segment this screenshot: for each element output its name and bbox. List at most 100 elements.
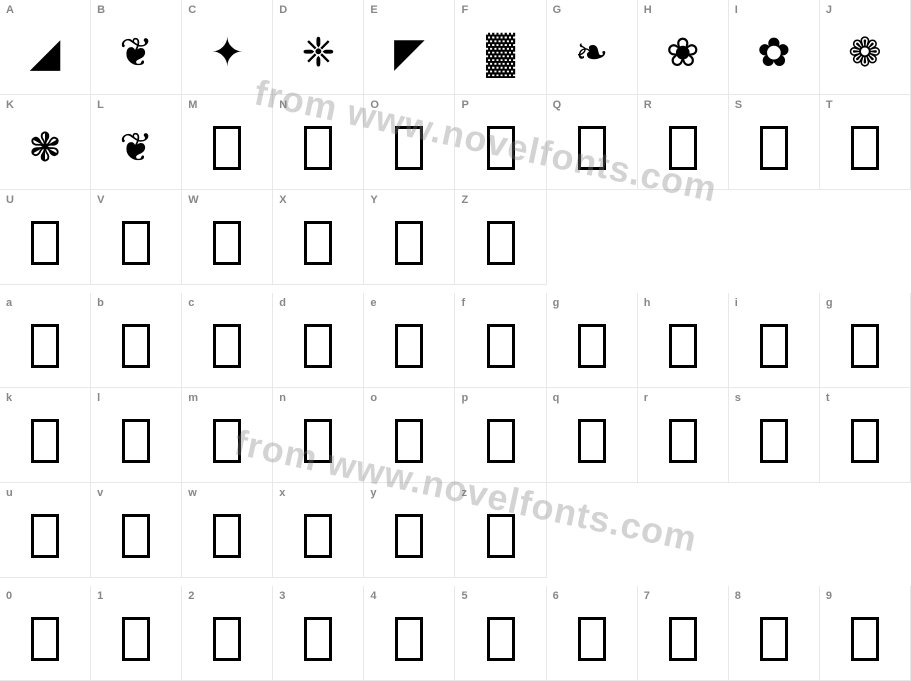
- glyph-cell[interactable]: X: [273, 190, 364, 285]
- glyph-cell[interactable]: 2: [182, 586, 273, 681]
- glyph-cell[interactable]: v: [91, 483, 182, 578]
- glyph-cell[interactable]: 3: [273, 586, 364, 681]
- glyph-cell[interactable]: E◤: [364, 0, 455, 95]
- glyph-cell[interactable]: S: [729, 95, 820, 190]
- glyph-cell[interactable]: i: [729, 293, 820, 388]
- empty-glyph-box: [851, 419, 879, 463]
- glyph-cell[interactable]: q: [547, 388, 638, 483]
- cell-label: T: [826, 99, 833, 111]
- glyph-cell[interactable]: 9: [820, 586, 911, 681]
- glyph-cell[interactable]: L❦: [91, 95, 182, 190]
- glyph-cell[interactable]: b: [91, 293, 182, 388]
- glyph-cell[interactable]: a: [0, 293, 91, 388]
- empty-glyph-box: [578, 324, 606, 368]
- glyph-content: [547, 293, 637, 387]
- glyph-cell[interactable]: M: [182, 95, 273, 190]
- glyph-content: [820, 293, 910, 387]
- glyph-cell[interactable]: C✦: [182, 0, 273, 95]
- cell-label: C: [188, 4, 196, 16]
- glyph-cell[interactable]: 1: [91, 586, 182, 681]
- cell-label: D: [279, 4, 287, 16]
- empty-glyph-box: [395, 324, 423, 368]
- glyph-cell[interactable]: R: [638, 95, 729, 190]
- glyph-content: ❦: [91, 95, 181, 189]
- glyph-cell[interactable]: g: [547, 293, 638, 388]
- glyph-cell[interactable]: d: [273, 293, 364, 388]
- glyph-cell[interactable]: o: [364, 388, 455, 483]
- glyph-cell[interactable]: P: [455, 95, 546, 190]
- glyph-cell[interactable]: W: [182, 190, 273, 285]
- ornament-icon: ❦: [119, 33, 153, 73]
- cell-label: G: [553, 4, 562, 16]
- glyph-cell[interactable]: p: [455, 388, 546, 483]
- glyph-cell[interactable]: l: [91, 388, 182, 483]
- cell-label: k: [6, 392, 12, 404]
- empty-glyph-box: [31, 617, 59, 661]
- glyph-cell[interactable]: N: [273, 95, 364, 190]
- glyph-cell: [547, 190, 638, 285]
- glyph-cell[interactable]: D❈: [273, 0, 364, 95]
- glyph-cell[interactable]: 8: [729, 586, 820, 681]
- glyph-cell[interactable]: c: [182, 293, 273, 388]
- glyph-content: [273, 388, 363, 482]
- glyph-cell[interactable]: k: [0, 388, 91, 483]
- glyph-cell[interactable]: n: [273, 388, 364, 483]
- ornament-icon: ❈: [302, 33, 336, 73]
- glyph-cell[interactable]: t: [820, 388, 911, 483]
- empty-glyph-box: [487, 617, 515, 661]
- glyph-cell[interactable]: U: [0, 190, 91, 285]
- glyph-cell[interactable]: G❧: [547, 0, 638, 95]
- glyph-cell[interactable]: y: [364, 483, 455, 578]
- empty-glyph-box: [213, 419, 241, 463]
- glyph-cell[interactable]: s: [729, 388, 820, 483]
- empty-glyph-box: [31, 419, 59, 463]
- glyph-cell[interactable]: F▓: [455, 0, 546, 95]
- empty-glyph-box: [213, 324, 241, 368]
- glyph-cell[interactable]: Q: [547, 95, 638, 190]
- glyph-cell[interactable]: u: [0, 483, 91, 578]
- cell-label: I: [735, 4, 738, 16]
- glyph-cell[interactable]: m: [182, 388, 273, 483]
- glyph-content: [0, 293, 90, 387]
- glyph-cell[interactable]: g: [820, 293, 911, 388]
- glyph-cell[interactable]: r: [638, 388, 729, 483]
- cell-label: B: [97, 4, 105, 16]
- glyph-cell[interactable]: Z: [455, 190, 546, 285]
- empty-glyph-box: [487, 126, 515, 170]
- empty-glyph-box: [669, 419, 697, 463]
- glyph-cell[interactable]: 7: [638, 586, 729, 681]
- glyph-cell[interactable]: T: [820, 95, 911, 190]
- glyph-cell[interactable]: x: [273, 483, 364, 578]
- ornament-icon: ▓: [486, 33, 515, 73]
- cell-label: 5: [461, 590, 467, 602]
- glyph-content: [455, 293, 545, 387]
- glyph-cell[interactable]: V: [91, 190, 182, 285]
- glyph-cell[interactable]: O: [364, 95, 455, 190]
- empty-glyph-box: [578, 419, 606, 463]
- glyph-cell[interactable]: e: [364, 293, 455, 388]
- cell-label: Y: [370, 194, 377, 206]
- cell-label: q: [553, 392, 560, 404]
- empty-glyph-box: [304, 514, 332, 558]
- glyph-cell[interactable]: z: [455, 483, 546, 578]
- glyph-content: [364, 483, 454, 577]
- glyph-cell[interactable]: K❃: [0, 95, 91, 190]
- glyph-content: [638, 388, 728, 482]
- glyph-cell[interactable]: H❀: [638, 0, 729, 95]
- empty-glyph-box: [395, 514, 423, 558]
- glyph-cell[interactable]: 0: [0, 586, 91, 681]
- glyph-cell[interactable]: A◢: [0, 0, 91, 95]
- glyph-cell[interactable]: Y: [364, 190, 455, 285]
- glyph-cell[interactable]: B❦: [91, 0, 182, 95]
- glyph-cell[interactable]: J❁: [820, 0, 911, 95]
- glyph-cell[interactable]: 6: [547, 586, 638, 681]
- glyph-content: [364, 586, 454, 680]
- glyph-cell[interactable]: 4: [364, 586, 455, 681]
- ornament-icon: ❀: [666, 33, 700, 73]
- glyph-cell[interactable]: w: [182, 483, 273, 578]
- glyph-content: [91, 388, 181, 482]
- glyph-cell[interactable]: h: [638, 293, 729, 388]
- glyph-cell[interactable]: f: [455, 293, 546, 388]
- glyph-cell[interactable]: 5: [455, 586, 546, 681]
- glyph-cell[interactable]: I✿: [729, 0, 820, 95]
